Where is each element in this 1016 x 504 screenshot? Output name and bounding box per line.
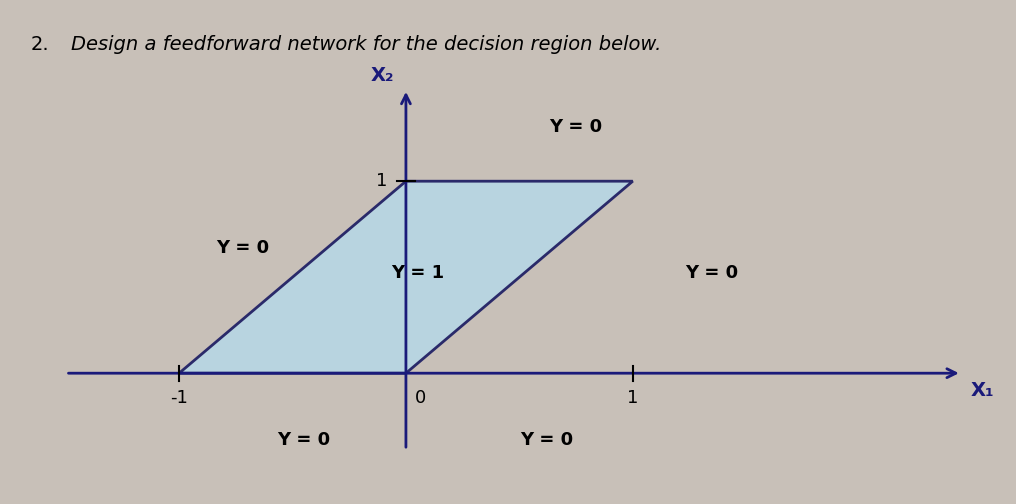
Text: Y = 0: Y = 0 <box>216 239 269 258</box>
Text: Y = 0: Y = 0 <box>686 265 739 282</box>
Text: 1: 1 <box>376 172 388 190</box>
Text: Y = 0: Y = 0 <box>550 118 602 137</box>
Text: 2.: 2. <box>30 35 49 54</box>
Text: -1: -1 <box>170 389 188 407</box>
Text: Y = 0: Y = 0 <box>277 431 330 450</box>
Text: Design a feedforward network for the decision region below.: Design a feedforward network for the dec… <box>71 35 661 54</box>
Text: Y = 1: Y = 1 <box>391 265 444 282</box>
Text: 1: 1 <box>627 389 638 407</box>
Text: X₂: X₂ <box>371 66 394 85</box>
Text: X₁: X₁ <box>970 381 995 400</box>
Text: 0: 0 <box>415 389 427 407</box>
Polygon shape <box>179 181 633 373</box>
Text: Y = 0: Y = 0 <box>520 431 573 450</box>
